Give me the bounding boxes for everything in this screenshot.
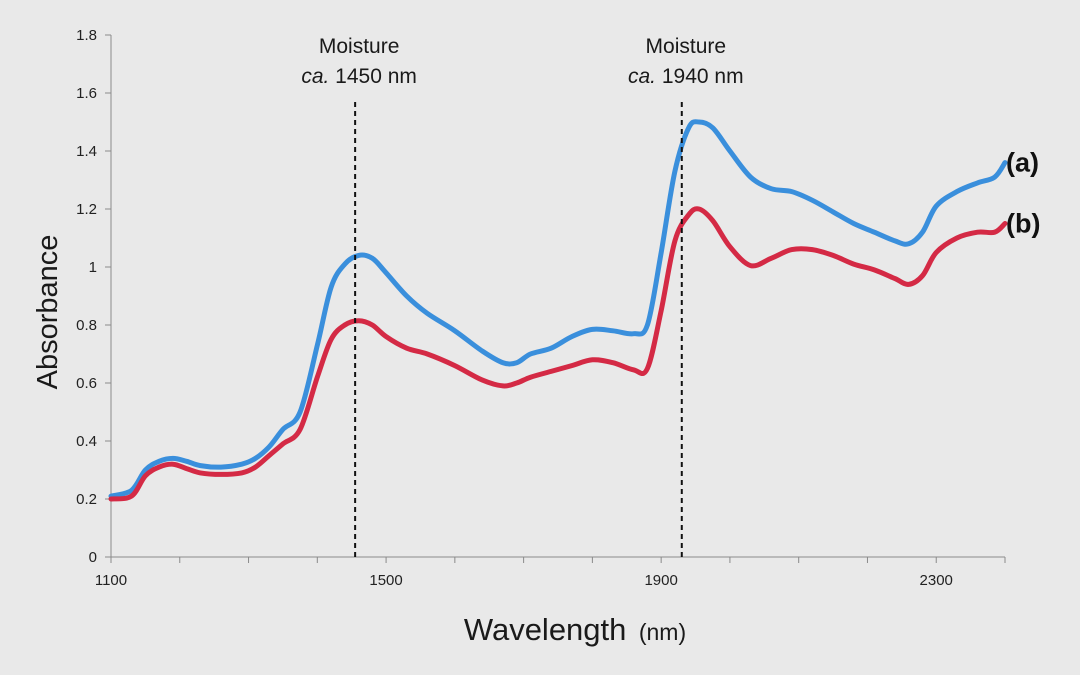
x-axis-title-text: Wavelength <box>464 612 627 647</box>
x-axis-title: Wavelength (nm) <box>464 612 686 647</box>
series-line-a <box>108 119 1008 499</box>
moisture-label: Moisture <box>319 35 400 58</box>
x-tick-label: 2300 <box>920 572 953 589</box>
y-axis-title: Absorbance <box>32 235 64 390</box>
moisture-wavelength-label: ca. 1450 nm <box>301 65 417 88</box>
wavelength-value: 1450 nm <box>329 65 417 88</box>
series-lines: (a) (b) <box>108 119 1040 502</box>
y-tick-label: 1.4 <box>76 143 97 160</box>
series-line-b <box>108 206 1008 502</box>
y-tick-label: 0.6 <box>76 375 97 392</box>
moisture-wavelength-label: ca. 1940 nm <box>628 65 744 88</box>
ca-abbrev: ca. <box>628 65 656 88</box>
y-tick-label: 0.4 <box>76 433 97 450</box>
y-tick-label: 0.8 <box>76 317 97 334</box>
moisture-label: Moisture <box>646 35 727 58</box>
y-tick-label: 1 <box>89 259 97 276</box>
y-tick-label: 1.2 <box>76 201 97 218</box>
wavelength-value: 1940 nm <box>656 65 744 88</box>
ca-abbrev: ca. <box>301 65 329 88</box>
y-tick-label: 0.2 <box>76 491 97 508</box>
axes: 0 0.2 0.4 0.6 0.8 1 1.2 1.4 1.6 1.8 1100 1500 1900 23… <box>76 27 1006 589</box>
x-tick-label: 1900 <box>644 572 677 589</box>
y-tick-label: 1.8 <box>76 27 97 44</box>
x-tick-label: 1500 <box>369 572 402 589</box>
series-label-b: (b) <box>1006 209 1040 239</box>
y-tick-label: 0 <box>89 549 97 566</box>
annotations: Moisture ca. 1450 nm Moisture ca. 1940 nm <box>301 35 744 557</box>
x-axis-unit: (nm) <box>639 619 686 645</box>
x-tick-label: 1100 <box>95 572 127 589</box>
y-tick-label: 1.6 <box>76 85 97 102</box>
series-label-a: (a) <box>1006 148 1039 178</box>
